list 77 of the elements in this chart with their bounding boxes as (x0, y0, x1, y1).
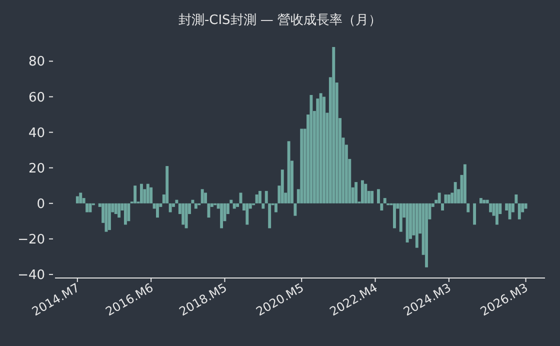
y-tick-label: 60 (28, 90, 45, 106)
bar (200, 189, 204, 204)
bar (268, 203, 272, 228)
bar (354, 182, 358, 204)
bar (319, 93, 322, 204)
bar (184, 203, 188, 228)
bar (495, 203, 498, 225)
bar (489, 203, 492, 212)
bar (232, 203, 236, 209)
bar (86, 203, 88, 212)
bar (166, 166, 169, 204)
bar (444, 194, 448, 204)
bar (360, 180, 364, 204)
bar (230, 200, 233, 204)
bar (482, 200, 486, 204)
bar (425, 203, 428, 268)
bar (486, 200, 489, 204)
bar (262, 203, 265, 209)
bar (264, 190, 268, 204)
bar (514, 194, 518, 204)
bar (466, 203, 470, 212)
bar (409, 203, 412, 239)
bar (415, 203, 418, 248)
bar (175, 200, 178, 204)
bar (280, 170, 284, 204)
bar (114, 203, 118, 214)
title: 封測-CIS封測 — 營收成長率（月） (178, 13, 382, 28)
bar (364, 184, 368, 204)
bar (518, 203, 521, 220)
y-tick-label: 20 (28, 161, 45, 176)
bar (322, 96, 326, 204)
y-tick-label: 0 (36, 196, 45, 212)
bar (156, 203, 159, 218)
bar (441, 203, 444, 210)
bar (134, 186, 137, 204)
y-tick-label: 80 (28, 54, 45, 70)
bar (108, 203, 111, 230)
bar (146, 184, 150, 204)
bar (454, 182, 457, 204)
y-tick-label: 40 (28, 126, 45, 141)
bar (194, 203, 198, 209)
bar (258, 190, 262, 204)
bar (204, 192, 207, 204)
bar (140, 184, 143, 204)
bar (294, 203, 297, 216)
bar (168, 203, 172, 212)
bar (393, 203, 396, 228)
bar (479, 198, 482, 204)
bar (127, 203, 130, 222)
bar (370, 190, 374, 204)
y-tick-label: −40 (18, 268, 45, 283)
bar (220, 203, 224, 228)
bar (383, 198, 386, 204)
bar (150, 187, 153, 204)
bar (447, 194, 450, 204)
bar (463, 164, 466, 204)
bar (236, 203, 240, 207)
bar (376, 189, 380, 204)
bar (300, 128, 304, 204)
bar (287, 141, 290, 204)
bar (406, 203, 409, 242)
bar (124, 203, 127, 225)
bar (182, 203, 185, 225)
bar (438, 192, 441, 204)
bar (118, 203, 121, 218)
bar (274, 203, 278, 212)
bar (246, 203, 249, 225)
bar (79, 192, 82, 204)
bar (399, 203, 402, 232)
bar (310, 94, 313, 204)
bar (524, 203, 528, 209)
bar (191, 200, 194, 204)
bar (380, 203, 384, 210)
y-tick-label: −20 (18, 232, 45, 248)
bar (332, 47, 336, 204)
bar (76, 196, 79, 204)
bar (473, 203, 476, 225)
